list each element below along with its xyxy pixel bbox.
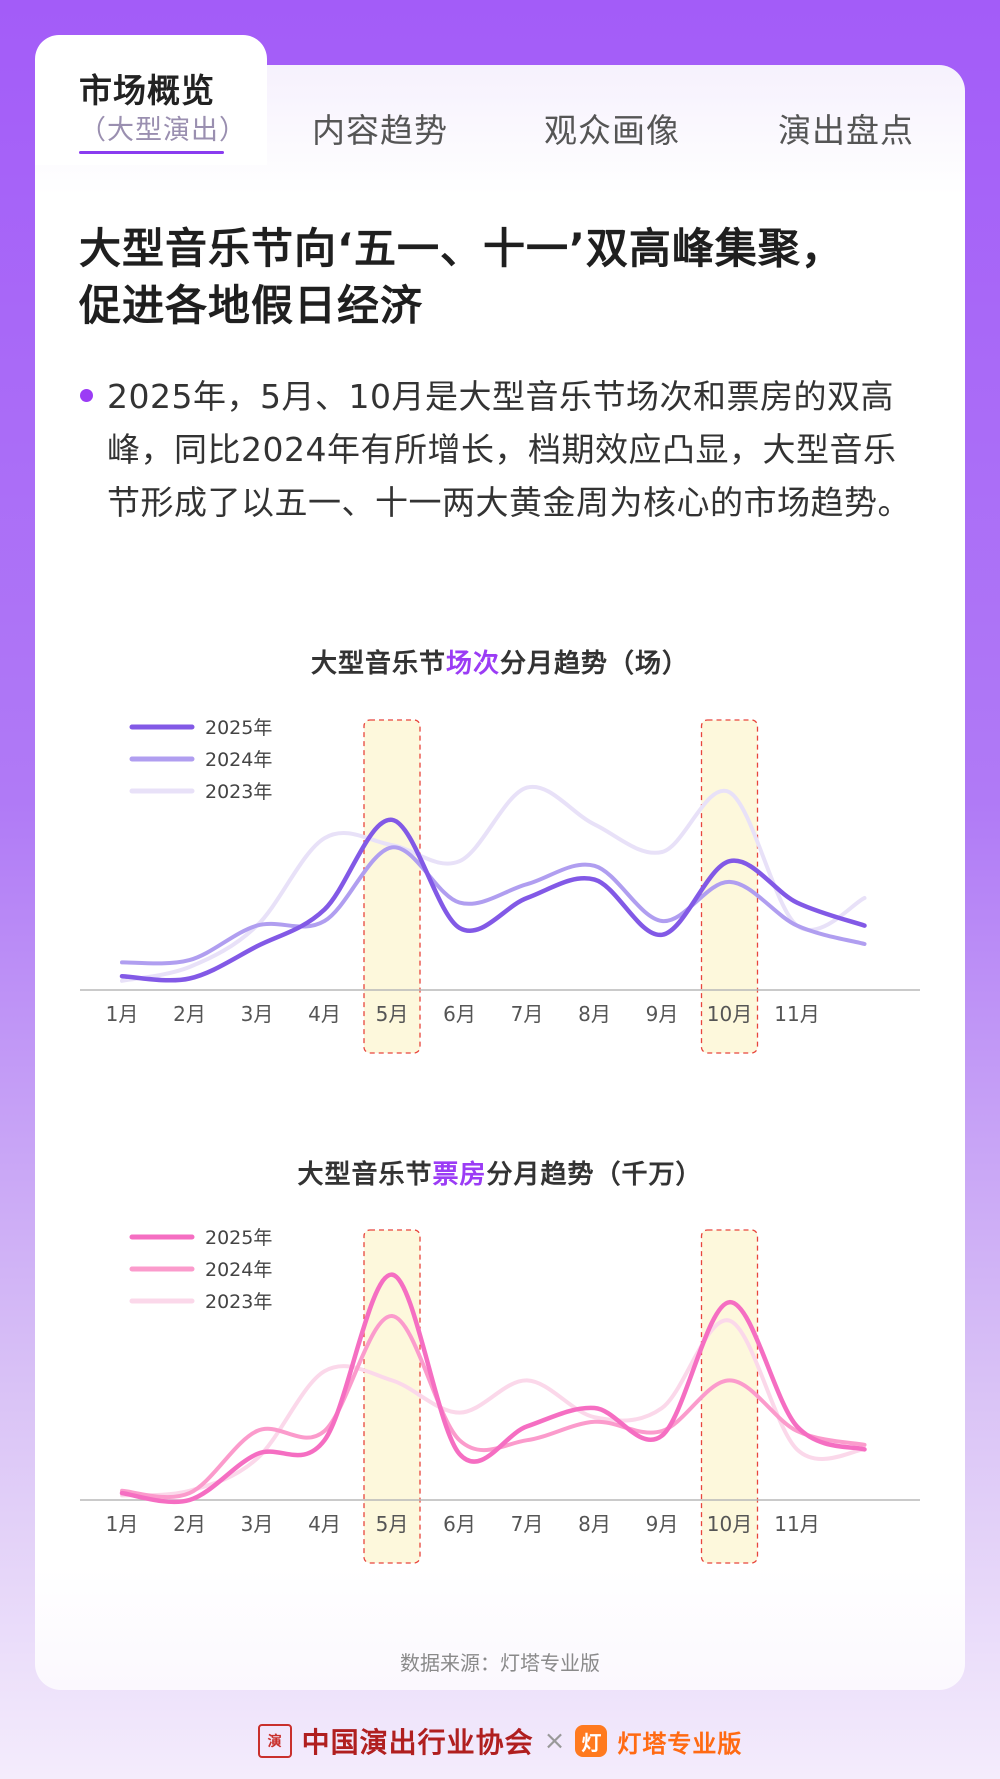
chart1-title-pre: 大型音乐节 <box>310 649 446 679</box>
chart2-title-pre: 大型音乐节 <box>297 1160 433 1190</box>
chart2-tick-label: 10月 <box>707 1512 752 1536</box>
chart1-tick-label: 9月 <box>646 1002 679 1026</box>
chart1-title-post: 分月趋势（场） <box>500 649 690 679</box>
chart2-tick-label: 4月 <box>308 1512 341 1536</box>
page-headline: 大型音乐节向‘五一、十一’双高峰集聚， 促进各地假日经济 <box>79 220 919 334</box>
chart2-tick-label: 2月 <box>173 1512 206 1536</box>
tab-audience-profile[interactable]: 观众画像 <box>544 111 680 150</box>
chart2-title-highlight: 票房 <box>432 1160 487 1190</box>
chart2-series-line-2025年 <box>119 1272 867 1505</box>
chart1-highlight-1 <box>363 719 421 1054</box>
tab-market-overview-bg[interactable] <box>35 35 267 165</box>
chart1-legend-label: 2023年 <box>205 781 272 803</box>
chart1-tick-label: 10月 <box>707 1002 752 1026</box>
chart2-tick-label: 1月 <box>106 1512 139 1536</box>
chart1-sessions: 1月 2月 3月 4月 5月 6月 7月 8月 9月 10月 11月 2025年 2024年 2023年 <box>80 717 920 1054</box>
tab-show-review[interactable]: 演出盘点 <box>778 111 914 150</box>
headline-line-2: 促进各地假日经济 <box>79 281 424 330</box>
chart2-series-line-2024年 <box>120 1313 867 1500</box>
chart2-highlight-1 <box>363 1229 421 1564</box>
chart2-tick-label: 11月 <box>774 1512 819 1536</box>
chart2-legend-label: 2024年 <box>205 1259 272 1281</box>
chart1-tick-label: 1月 <box>106 1002 139 1026</box>
association-name: 中国演出行业协会 <box>301 1726 534 1759</box>
summary-text: 2025年，5月、10月是大型音乐节场次和票房的双高峰，同比2024年有所增长，… <box>107 377 911 522</box>
dengta-logo-icon: 灯 <box>575 1725 608 1757</box>
bullet-dot-icon <box>80 389 93 402</box>
active-tab-indicator <box>79 151 224 154</box>
chart1-series-line-2025年 <box>119 817 867 983</box>
tab-market-overview[interactable]: 市场概览 <box>79 71 215 110</box>
dengta-name: 灯塔专业版 <box>617 1729 743 1758</box>
chart2-box-office: 1月 2月 3月 4月 5月 6月 7月 8月 9月 10月 11月 2025年 2024年 2023年 <box>80 1227 920 1564</box>
chart2-legend-label: 2023年 <box>205 1291 272 1313</box>
chart1-legend-label: 2025年 <box>205 717 272 739</box>
tab-market-overview-sub: （大型演出） <box>79 115 247 146</box>
chart1-tick-label: 11月 <box>774 1002 819 1026</box>
chart2-tick-label: 5月 <box>376 1512 409 1536</box>
chart2-legend-label: 2025年 <box>205 1227 272 1249</box>
chart1-tick-label: 5月 <box>376 1002 409 1026</box>
chart2-tick-label: 3月 <box>241 1512 274 1536</box>
tab-content-trend[interactable]: 内容趋势 <box>312 111 448 150</box>
chart1-tick-label: 7月 <box>511 1002 544 1026</box>
headline-line-1: 大型音乐节向‘五一、十一’双高峰集聚， <box>79 224 844 273</box>
chart1-legend-label: 2024年 <box>205 749 272 771</box>
chart2-tick-label: 9月 <box>646 1512 679 1536</box>
chart1-title: 大型音乐节场次分月趋势（场） <box>0 643 1000 680</box>
chart1-tick-label: 4月 <box>308 1002 341 1026</box>
cross-separator: × <box>543 1726 566 1756</box>
chart2-tick-label: 8月 <box>578 1512 611 1536</box>
chart1-tick-label: 2月 <box>173 1002 206 1026</box>
chart1-tick-label: 3月 <box>241 1002 274 1026</box>
chart2-tick-label: 6月 <box>443 1512 476 1536</box>
chart1-tick-label: 6月 <box>443 1002 476 1026</box>
chart1-series-line-2024年 <box>120 845 867 966</box>
chart2-title: 大型音乐节票房分月趋势（千万） <box>0 1154 1000 1191</box>
chart2-tick-label: 7月 <box>511 1512 544 1536</box>
data-source: 数据来源：灯塔专业版 <box>400 1651 600 1675</box>
association-seal-icon: 演 <box>257 1724 292 1758</box>
content-card <box>35 65 965 1690</box>
chart1-title-highlight: 场次 <box>445 649 500 679</box>
footer-logos: 演 中国演出行业协会 × 灯 灯塔专业版 <box>0 1721 1000 1761</box>
chart2-title-post: 分月趋势（千万） <box>486 1160 703 1190</box>
chart1-tick-label: 8月 <box>578 1002 611 1026</box>
chart2-series-line-2023年 <box>120 1318 867 1498</box>
